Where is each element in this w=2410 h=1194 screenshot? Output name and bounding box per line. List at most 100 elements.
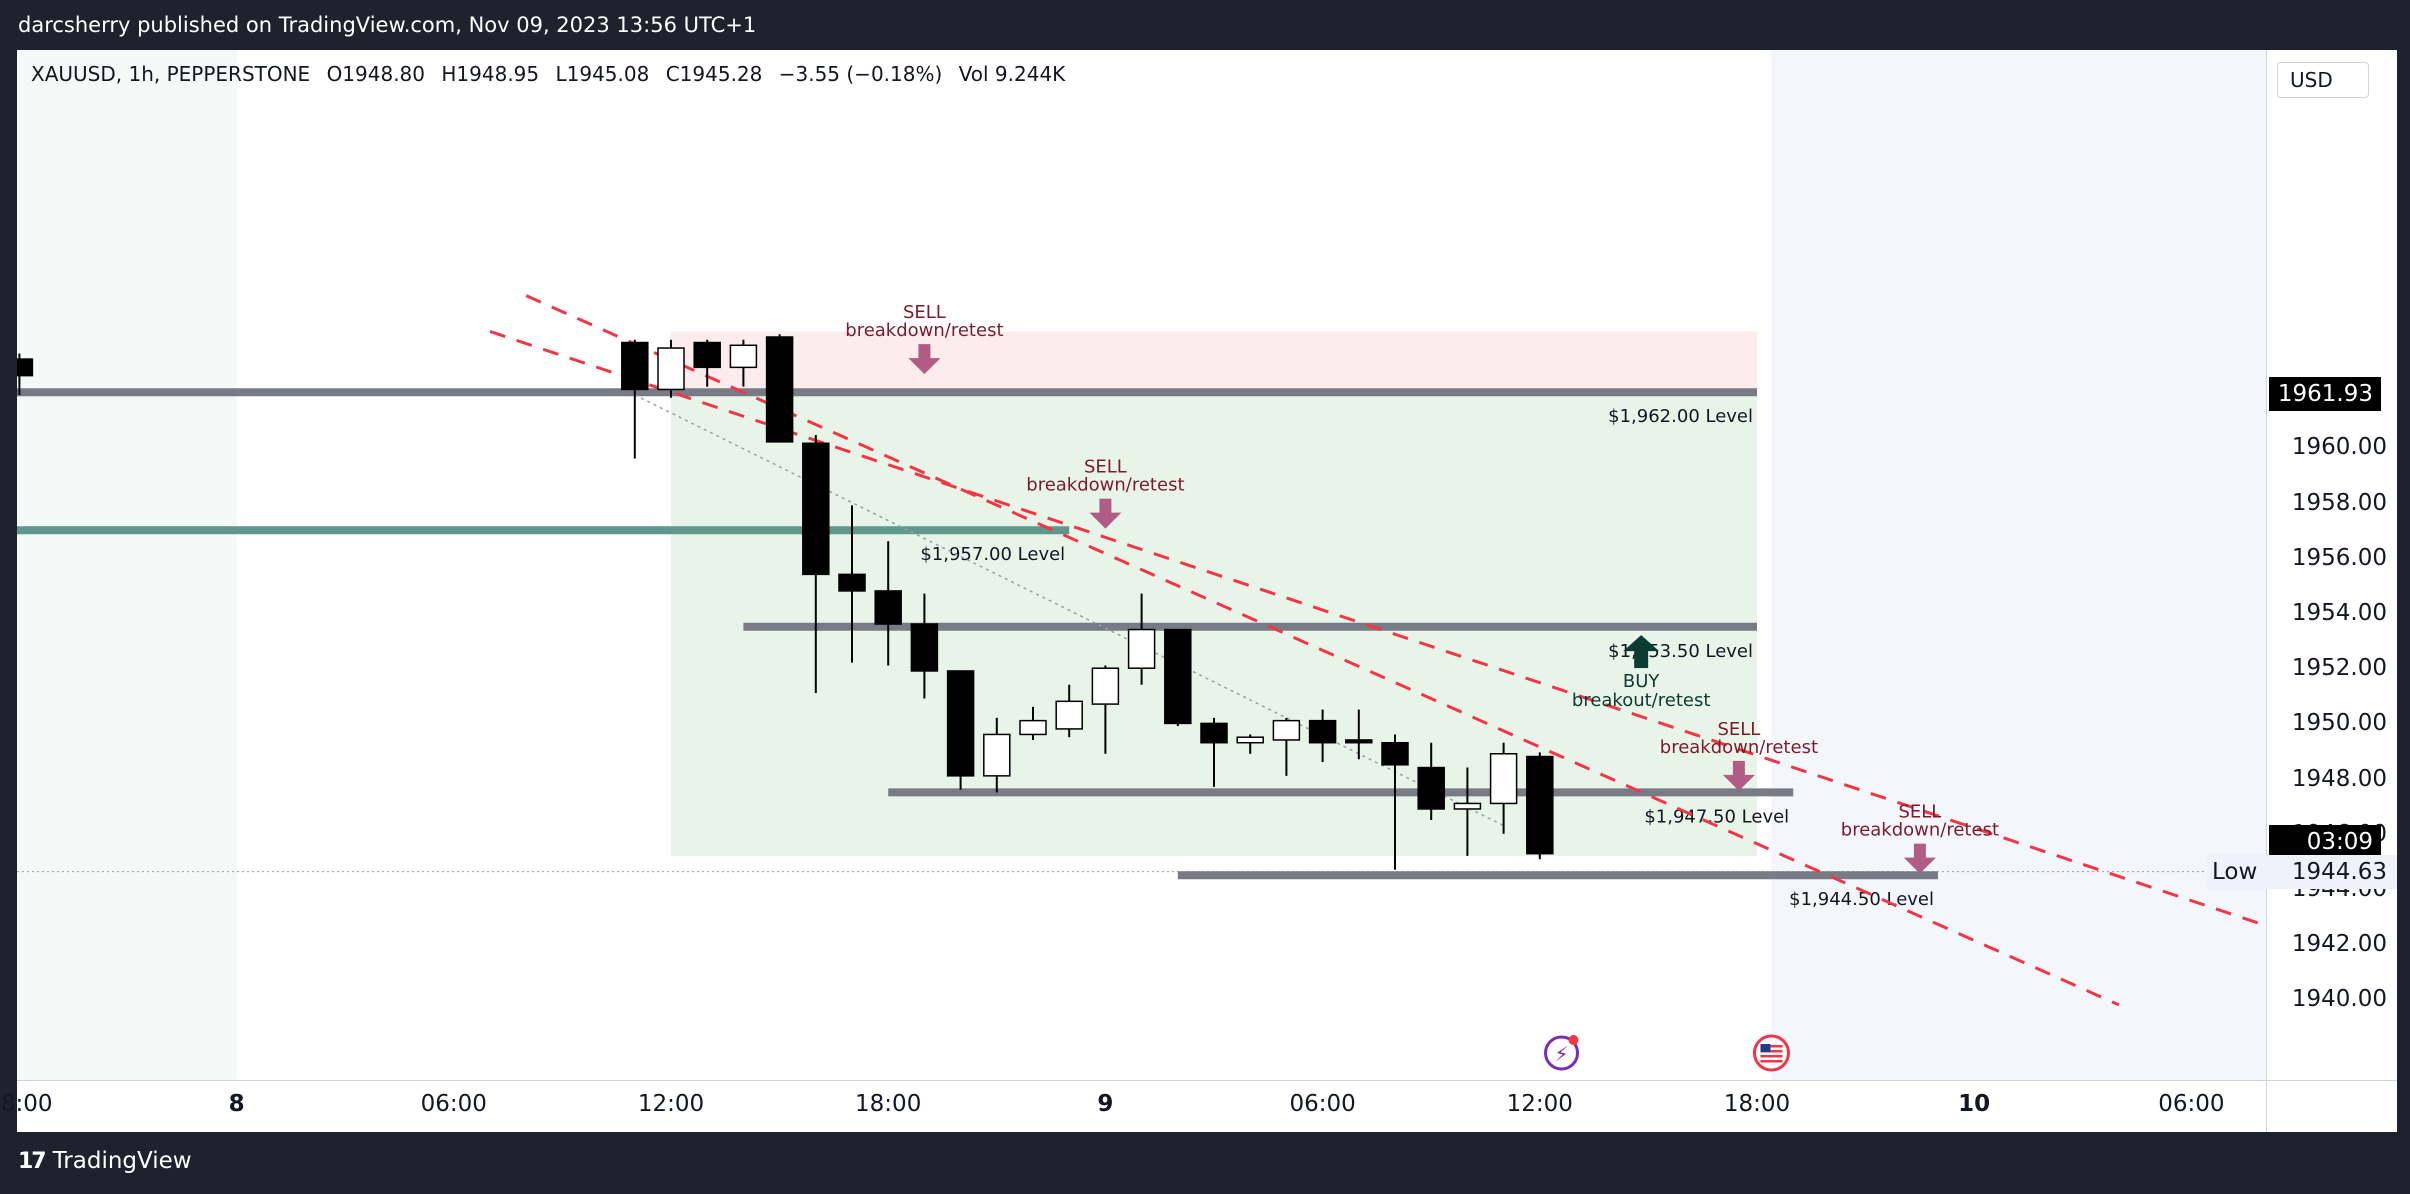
price-tick-label: 1960.00	[2291, 434, 2387, 461]
price-tick-label: 1940.00	[2291, 986, 2387, 1013]
candle-body	[765, 336, 794, 443]
lightning-icon: ⚡	[1554, 1042, 1568, 1066]
candle-body	[729, 344, 758, 369]
sell-arrow-icon	[1099, 498, 1112, 515]
price-tick-label: 1950.00	[2291, 710, 2387, 737]
symbol-legend: XAUUSD, 1h, PEPPERSTONE O1948.80 H1948.9…	[31, 62, 1075, 86]
last-price-tag: 1961.93	[2269, 377, 2381, 412]
time-tick-label: 06:00	[1289, 1091, 1356, 1117]
sell-arrow-icon	[1732, 760, 1745, 777]
legend-close: C1945.28	[665, 62, 763, 86]
session-shade	[17, 50, 237, 1080]
candle-body	[983, 733, 1011, 777]
chart-pane[interactable]: $1,962.00 Level $1,957.00 Level $1,953.50 …	[17, 50, 2266, 1080]
annotation-subtitle: breakdown/retest	[1026, 475, 1184, 496]
time-tick-label: 06:00	[2158, 1091, 2225, 1117]
candle-body	[910, 623, 939, 672]
session-shade	[1771, 50, 2266, 1080]
level-label: $1,957.00 Level	[920, 544, 1065, 565]
candle-body	[1055, 700, 1083, 730]
chart-svg[interactable]: $1,962.00 Level $1,957.00 Level $1,953.50 …	[17, 50, 2266, 1080]
us-flag-icon	[1752, 1034, 1790, 1072]
axis-corner	[2266, 1080, 2398, 1133]
candle-body	[1272, 719, 1301, 741]
bar-countdown-tag: 03:09	[2269, 824, 2381, 859]
annotation-subtitle: breakdown/retest	[1841, 820, 1999, 841]
sell-arrow-icon	[1903, 857, 1936, 874]
event-icon	[1544, 1035, 1580, 1071]
event-badge-icon	[1568, 1035, 1579, 1045]
level-label: $1,962.00 Level	[1608, 406, 1753, 427]
level-label: $1,944.50 Level	[1789, 889, 1934, 910]
us-flag-stripe	[1760, 1045, 1783, 1048]
time-tick-label: 10	[1958, 1091, 1991, 1117]
trend-line	[634, 394, 1504, 827]
candle-body	[1453, 802, 1482, 810]
candle-body	[802, 442, 830, 576]
annotation-title: SELL	[1898, 802, 1941, 823]
candle-body	[1526, 755, 1554, 855]
time-axis[interactable]: 18:00 8 06:00 12:00 18:00 9 06:00 12:00 18:00 10 0…	[0, 1080, 2266, 1133]
price-tick-label: 1942.00	[2291, 931, 2387, 958]
trade-zone	[671, 331, 1757, 393]
candle-body	[1019, 719, 1047, 736]
publisher-bar: darcsherry published on TradingView.com,…	[0, 0, 2410, 50]
annotation-subtitle: breakout/retest	[1572, 690, 1711, 711]
sell-arrow-icon	[1722, 774, 1755, 791]
price-tick-label: 1958.00	[2291, 489, 2387, 516]
low-tag-value: 1944.63	[2291, 858, 2387, 885]
time-tick-label: 12:00	[1506, 1091, 1573, 1117]
annotation-title: SELL	[1717, 719, 1760, 740]
currency-label: USD	[2290, 68, 2333, 92]
price-tick-label: 1952.00	[2291, 655, 2387, 682]
sell-arrow-icon	[1089, 512, 1122, 529]
annotation-title: SELL	[903, 302, 946, 323]
price-axis[interactable]: USD 1960.00 1958.00 1956.00 1954.00 1952.00 1…	[2266, 50, 2397, 1080]
level-label: $1,953.50 Level	[1608, 641, 1753, 662]
tradingview-brand[interactable]: 17 TradingView	[18, 1148, 192, 1174]
candle-body	[1127, 628, 1156, 669]
time-tick-label: 18:00	[0, 1091, 53, 1117]
price-tick-label: 1954.00	[2291, 600, 2387, 626]
us-flag-canton	[1760, 1044, 1771, 1052]
candle-body	[693, 341, 721, 369]
legend-change: −3.55 (−0.18%)	[778, 62, 943, 86]
candle-body	[1164, 628, 1192, 725]
annotation-title: BUY	[1623, 671, 1661, 692]
legend-open: O1948.80	[326, 62, 426, 86]
annotation-subtitle: breakdown/retest	[1660, 737, 1818, 758]
candle-body	[1381, 741, 1409, 766]
brand-bar: 17 TradingView	[0, 1132, 2410, 1194]
candle-body	[838, 573, 866, 592]
time-tick-label: 18:00	[855, 1091, 922, 1117]
candle-body	[1489, 753, 1518, 805]
legend-symbol: XAUUSD, 1h, PEPPERSTONE	[31, 62, 311, 86]
candle-body	[657, 347, 685, 391]
price-tick-label: 1956.00	[2291, 544, 2387, 571]
candle-body	[621, 341, 649, 391]
annotation-title: SELL	[1084, 457, 1127, 478]
tradingview-logo-icon: 17	[18, 1148, 47, 1174]
level-label: $1,947.50 Level	[1644, 806, 1789, 827]
us-flag-stripe	[1760, 1060, 1783, 1063]
candle-body	[1200, 722, 1228, 744]
low-tag-label: Low	[2212, 858, 2258, 885]
sell-arrow-icon	[908, 358, 941, 375]
currency-selector[interactable]: USD	[2277, 62, 2369, 98]
sell-arrow-icon	[1913, 843, 1926, 860]
time-tick-label: 9	[1097, 1091, 1114, 1117]
candle-body	[874, 590, 902, 625]
annotation-subtitle: breakdown/retest	[845, 320, 1003, 341]
right-gutter	[2397, 50, 2410, 1132]
publisher-line: darcsherry published on TradingView.com,…	[18, 13, 757, 37]
candle-body	[1236, 736, 1264, 744]
legend-high: H1948.95	[441, 62, 540, 86]
price-tick-label: 1948.00	[2291, 765, 2387, 792]
candle-body	[17, 358, 34, 377]
time-tick-label: 8	[228, 1091, 245, 1117]
candle-body	[946, 670, 975, 777]
brand-name: TradingView	[52, 1148, 192, 1174]
time-tick-label: 18:00	[1723, 1091, 1791, 1117]
us-flag-stripe	[1760, 1050, 1783, 1053]
candle-body	[1308, 719, 1337, 744]
